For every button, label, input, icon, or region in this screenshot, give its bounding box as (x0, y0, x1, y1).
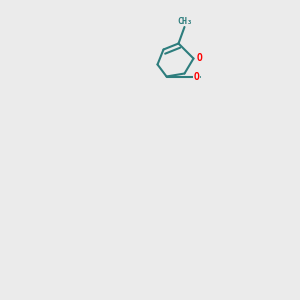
Text: O: O (196, 53, 202, 64)
Text: O: O (194, 71, 200, 82)
Text: CH₃: CH₃ (177, 16, 192, 26)
